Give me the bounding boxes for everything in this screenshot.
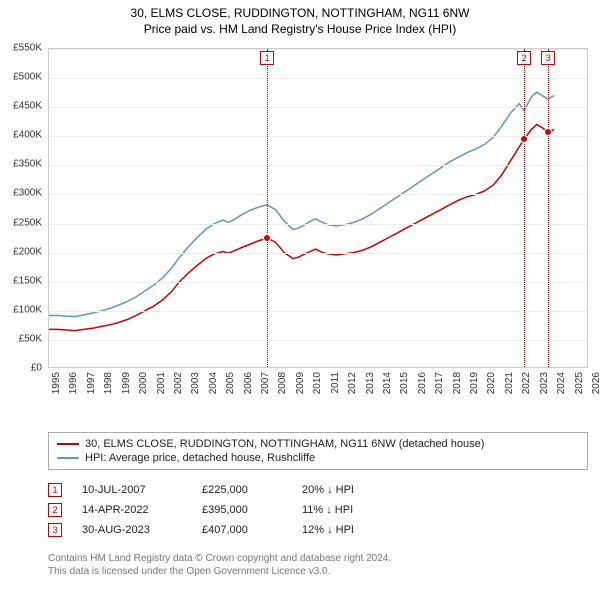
event-badge: 3 [48, 523, 62, 537]
legend-label: HPI: Average price, detached house, Rush… [85, 452, 315, 464]
event-badge: 1 [48, 483, 62, 497]
gridline [49, 253, 587, 254]
x-axis-label: 2014 [382, 372, 393, 394]
event-diff: 11% ↓ HPI [302, 504, 402, 516]
gridline [49, 136, 587, 137]
marker-line [267, 49, 268, 367]
x-axis-label: 2003 [190, 372, 201, 394]
event-date: 10-JUL-2007 [82, 484, 182, 496]
gridline [49, 194, 587, 195]
gridline [49, 107, 587, 108]
chart-area: 123 £0£50K£100K£150K£200K£250K£300K£350K… [48, 48, 588, 398]
x-axis-label: 2017 [434, 372, 445, 394]
y-axis-label: £350K [13, 159, 42, 170]
gridline [49, 282, 587, 283]
event-dot [263, 234, 271, 242]
event-dot [520, 135, 528, 143]
x-axis-label: 2019 [469, 372, 480, 394]
marker-badge: 1 [260, 51, 274, 65]
event-price: £407,000 [202, 524, 282, 536]
footnote-line2: This data is licensed under the Open Gov… [48, 565, 588, 578]
x-axis-label: 2015 [399, 372, 410, 394]
event-date: 30-AUG-2023 [82, 524, 182, 536]
x-axis-label: 2022 [521, 372, 532, 394]
legend-swatch [57, 457, 79, 459]
x-axis-label: 1997 [86, 372, 97, 394]
x-axis-label: 2008 [277, 372, 288, 394]
event-row: 2 14-APR-2022 £395,000 11% ↓ HPI [48, 500, 588, 520]
y-axis-label: £550K [13, 43, 42, 54]
marker-line [524, 49, 525, 367]
x-axis-label: 1999 [121, 372, 132, 394]
x-axis-label: 2025 [574, 372, 585, 394]
x-axis-label: 2010 [312, 372, 323, 394]
gridline [49, 340, 587, 341]
event-date: 14-APR-2022 [82, 504, 182, 516]
legend-row: 30, ELMS CLOSE, RUDDINGTON, NOTTINGHAM, … [57, 437, 579, 451]
legend-label: 30, ELMS CLOSE, RUDDINGTON, NOTTINGHAM, … [85, 438, 484, 450]
footnote: Contains HM Land Registry data © Crown c… [48, 552, 588, 578]
gridline [49, 224, 587, 225]
gridline [49, 78, 587, 79]
y-axis-label: £0 [31, 363, 42, 374]
x-axis-label: 2000 [138, 372, 149, 394]
x-axis-label: 2021 [504, 372, 515, 394]
plot-region: 1 23 [48, 48, 588, 368]
events-table: 1 10-JUL-2007 £225,000 20% ↓ HPI 2 14-APR-202… [48, 480, 588, 540]
event-row: 3 30-AUG-2023 £407,000 12% ↓ HPI [48, 520, 588, 540]
x-axis-label: 2002 [173, 372, 184, 394]
event-row: 1 10-JUL-2007 £225,000 20% ↓ HPI [48, 480, 588, 500]
x-axis-label: 2018 [452, 372, 463, 394]
y-axis-label: £400K [13, 130, 42, 141]
gridline [49, 49, 587, 50]
gridline [49, 165, 587, 166]
x-axis-label: 2023 [539, 372, 550, 394]
y-axis-label: £450K [13, 101, 42, 112]
y-axis-label: £50K [19, 333, 42, 344]
x-axis-label: 2013 [365, 372, 376, 394]
legend-box: 30, ELMS CLOSE, RUDDINGTON, NOTTINGHAM, … [48, 432, 588, 470]
y-axis-label: £100K [13, 304, 42, 315]
event-price: £225,000 [202, 484, 282, 496]
x-axis-label: 2004 [208, 372, 219, 394]
marker-badge: 3 [541, 51, 555, 65]
y-axis-label: £150K [13, 275, 42, 286]
x-axis-label: 2009 [295, 372, 306, 394]
x-axis-label: 2001 [156, 372, 167, 394]
x-axis-label: 2016 [417, 372, 428, 394]
x-axis-label: 1995 [51, 372, 62, 394]
x-axis-label: 2026 [591, 372, 600, 394]
x-axis-label: 2005 [225, 372, 236, 394]
x-axis-label: 2012 [347, 372, 358, 394]
event-diff: 20% ↓ HPI [302, 484, 402, 496]
chart-title-block: 30, ELMS CLOSE, RUDDINGTON, NOTTINGHAM, … [0, 0, 600, 36]
legend-swatch [57, 443, 79, 445]
footnote-line1: Contains HM Land Registry data © Crown c… [48, 552, 588, 565]
y-axis-label: £500K [13, 72, 42, 83]
series-hpi [49, 92, 554, 317]
x-axis-label: 2006 [243, 372, 254, 394]
y-axis-label: £200K [13, 246, 42, 257]
marker-line [548, 49, 549, 367]
event-price: £395,000 [202, 504, 282, 516]
x-axis-label: 1998 [103, 372, 114, 394]
x-axis-label: 1996 [68, 372, 79, 394]
event-dot [544, 128, 552, 136]
chart-title-subtitle: Price paid vs. HM Land Registry's House … [0, 22, 600, 36]
event-badge: 2 [48, 503, 62, 517]
line-chart-svg [49, 49, 589, 369]
x-axis-label: 2007 [260, 372, 271, 394]
chart-title-address: 30, ELMS CLOSE, RUDDINGTON, NOTTINGHAM, … [0, 6, 600, 20]
y-axis-label: £300K [13, 188, 42, 199]
legend-row: HPI: Average price, detached house, Rush… [57, 451, 579, 465]
x-axis-label: 2024 [556, 372, 567, 394]
series-price_paid [49, 125, 554, 331]
marker-badge: 2 [517, 51, 531, 65]
x-axis-label: 2011 [330, 372, 341, 394]
y-axis-label: £250K [13, 217, 42, 228]
gridline [49, 311, 587, 312]
event-diff: 12% ↓ HPI [302, 524, 402, 536]
x-axis-label: 2020 [486, 372, 497, 394]
